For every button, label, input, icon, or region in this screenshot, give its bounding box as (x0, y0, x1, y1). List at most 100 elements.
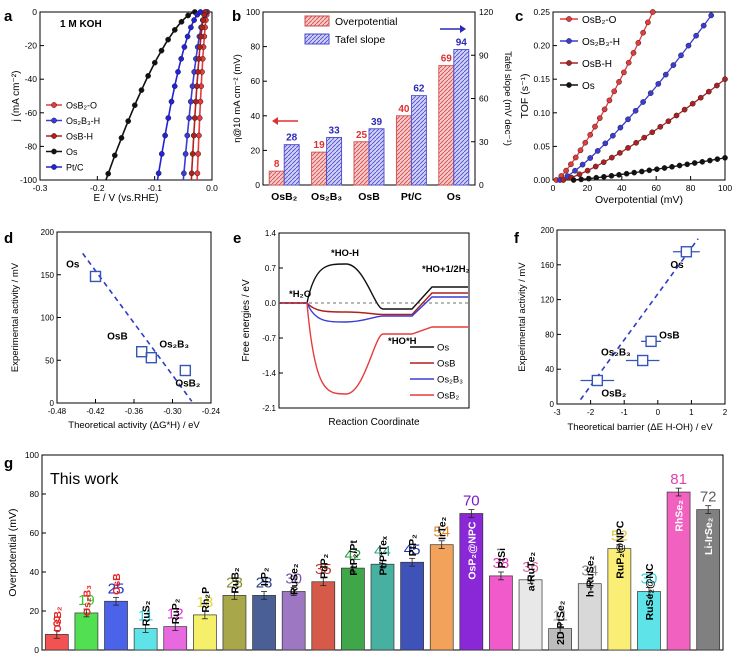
legend-label: OsB₂-O (66, 101, 97, 111)
series-marker (572, 154, 579, 161)
tafel-bar (410, 95, 427, 186)
value-label: 42 (345, 547, 362, 564)
point-label: Os (66, 259, 80, 270)
series-marker (105, 170, 112, 177)
series-marker (184, 132, 191, 139)
series-marker (171, 27, 178, 33)
y-tick-label: 0.05 (533, 141, 550, 151)
series-marker (155, 170, 162, 177)
x-tick-label: 2 (723, 408, 728, 417)
bar (429, 544, 454, 651)
series-marker (699, 158, 706, 165)
category-label: OsB₂ (271, 191, 298, 203)
panel-d: -0.48 -0.42 -0.36 -0.30 -0.24 0 50 100 150 200 d Th… (4, 228, 221, 431)
y-tick-label: 80 (30, 489, 40, 499)
series-marker (585, 175, 592, 182)
category-label: 2D PtSe₂ (555, 600, 567, 645)
y-axis-label: j (mA cm⁻²) (11, 71, 22, 123)
y-tick-label: 80 (545, 330, 554, 339)
legend-label: OsB₂ (437, 391, 459, 402)
y-tick-label: 0.7 (265, 264, 277, 273)
panel-g: 0 20 40 60 80 100 g This work Overpotential (mV)… (4, 450, 724, 655)
x-tick-label: -0.36 (125, 407, 144, 416)
y-tick-label: 0.00 (533, 175, 550, 185)
data-point (591, 374, 604, 387)
series-marker (187, 98, 194, 105)
value-label: 30 (285, 571, 302, 588)
series-marker (182, 151, 189, 157)
tafel-value-label: 39 (371, 117, 383, 128)
x-tick-label: -2 (587, 408, 595, 417)
series-marker (191, 115, 198, 121)
panel-a: -0.3 -0.2 -0.1 0.0 -100 -80 -60 -40 -20 0 a 1 M KOH… (4, 7, 218, 204)
y-tick-label: 40 (545, 365, 554, 374)
y-axis-label: TOF (s⁻¹) (519, 73, 531, 118)
series-marker (665, 118, 672, 125)
y-axis-label: Overpotential (mV) (7, 508, 19, 596)
panel-label: e (233, 230, 241, 247)
legend-marker (566, 60, 572, 66)
series-marker (722, 76, 728, 83)
series-marker (654, 166, 660, 173)
x-tick-label: 1 (689, 408, 694, 417)
series-marker (641, 134, 648, 141)
y2-tick-label: 0 (479, 180, 484, 190)
tafel-bar (283, 144, 300, 186)
series-marker (196, 55, 202, 62)
series-marker (611, 88, 618, 95)
category-label: OsB₂ (52, 606, 64, 633)
category-label: a-RuTe₂ (526, 551, 538, 591)
x-tick-label: -0.24 (202, 407, 221, 416)
y2-tick-label: 60 (479, 94, 489, 104)
series-marker (186, 115, 192, 121)
value-label: 28 (226, 574, 243, 591)
legend-swatch (304, 15, 330, 27)
y-axis-label: Experimental activity / mV (517, 262, 528, 372)
category-label: OsB (358, 191, 380, 203)
series-marker (600, 159, 607, 166)
overpotential-bar (311, 151, 328, 186)
point-label: OsB₂ (175, 379, 200, 390)
legend-marker (566, 82, 572, 88)
plot-frame (278, 232, 470, 409)
series-marker (568, 161, 574, 168)
category-label: PtSi (496, 548, 508, 569)
category-label: RuS₂ (141, 600, 153, 626)
y-tick-label: 40 (251, 111, 261, 121)
series-marker (158, 47, 165, 54)
panel-label: c (515, 8, 523, 25)
series-marker (190, 132, 197, 139)
legend-label: Os₂B₃-H (582, 37, 620, 48)
y-tick-label: 150 (41, 271, 55, 280)
series-marker (707, 157, 713, 164)
series-marker (151, 59, 158, 66)
series-marker (592, 123, 598, 130)
category-label: IrTe₂ (437, 516, 449, 539)
point-label: OsB₂ (601, 389, 626, 400)
value-label: 45 (404, 541, 421, 558)
series-marker (617, 124, 624, 131)
y-tick-label: 0 (550, 400, 555, 409)
series-marker (705, 88, 712, 95)
legend-marker (51, 117, 57, 124)
x-axis-label: Theoretical activity (ΔG*H) / eV (68, 420, 200, 431)
category-label: RuB₂ (229, 567, 241, 594)
category-label: Rh₂P (200, 587, 212, 613)
value-label: 38 (493, 555, 510, 572)
electrolyte-annotation: 1 M KOH (60, 19, 102, 30)
series-marker (621, 69, 627, 76)
value-label: 18 (197, 594, 214, 611)
series-marker (572, 167, 578, 174)
state-label: *H₂O (289, 289, 311, 300)
value-label: 72 (700, 489, 717, 506)
category-label: PtP₂ (407, 534, 419, 557)
value-label: 36 (522, 559, 539, 576)
bar (311, 581, 336, 651)
tafel-bar (368, 128, 385, 186)
energy-profile (280, 292, 468, 316)
series-marker (623, 170, 630, 177)
energy-profile (280, 296, 468, 323)
data-point (636, 354, 649, 367)
